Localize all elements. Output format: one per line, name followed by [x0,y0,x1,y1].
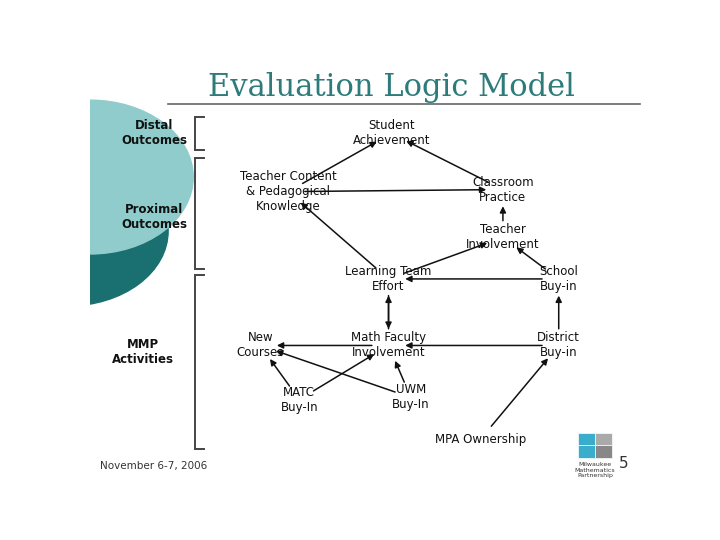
Text: Math Faculty
Involvement: Math Faculty Involvement [351,332,426,360]
Bar [578,433,595,446]
Text: Teacher Content
& Pedagogical
Knowledge: Teacher Content & Pedagogical Knowledge [240,170,336,213]
Bar [595,446,612,458]
Text: MATC
Buy-In: MATC Buy-In [280,386,318,414]
Text: Teacher
Involvement: Teacher Involvement [466,224,540,251]
Text: District
Buy-in: District Buy-in [537,332,580,360]
Text: Proximal
Outcomes: Proximal Outcomes [121,202,187,231]
Text: UWM
Buy-In: UWM Buy-In [392,383,430,411]
Circle shape [0,100,193,254]
Text: Distal
Outcomes: Distal Outcomes [121,119,187,147]
Text: MMP
Activities: MMP Activities [112,338,174,366]
Text: New
Courses: New Courses [236,332,284,360]
Text: Milwaukee
Mathematics
Partnership: Milwaukee Mathematics Partnership [575,462,616,478]
Bar [595,433,612,446]
Text: November 6-7, 2006: November 6-7, 2006 [100,462,207,471]
Circle shape [0,156,168,306]
Text: MPA Ownership: MPA Ownership [435,433,526,446]
Text: Evaluation Logic Model: Evaluation Logic Model [208,72,575,103]
Text: School
Buy-in: School Buy-in [539,265,578,293]
Text: Classroom
Practice: Classroom Practice [472,176,534,204]
Text: Learning Team
Effort: Learning Team Effort [346,265,432,293]
Bar [578,446,595,458]
Text: 5: 5 [619,456,629,471]
Text: Student
Achievement: Student Achievement [353,119,430,147]
